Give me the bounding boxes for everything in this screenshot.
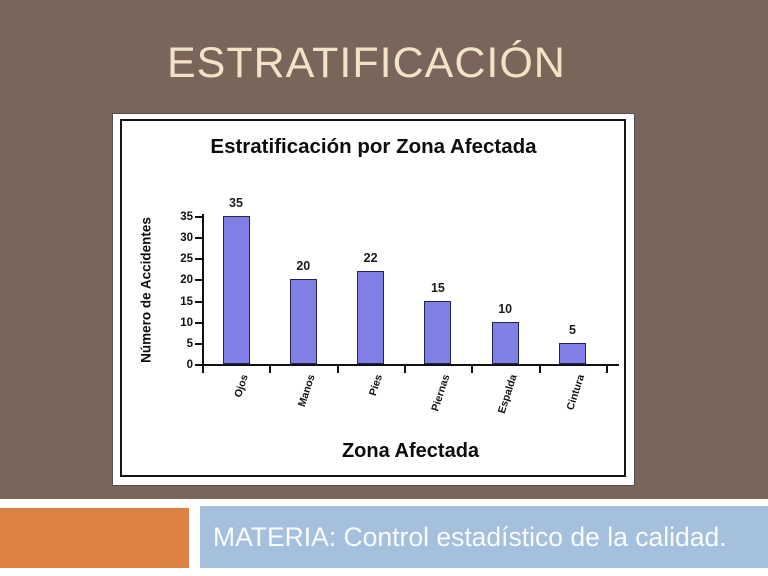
bar-manos [289,279,317,364]
y-tick-label: 5 [186,337,193,350]
footer-materia-text: MATERIA: Control estadístico de la calid… [213,521,727,552]
y-axis-tick [195,279,202,282]
bar-piernas [424,300,452,364]
x-axis-tick [269,365,272,373]
x-axis-tick [202,365,204,373]
y-axis-label: Número de Accidentes [138,217,154,363]
footer-orange-accent [0,508,189,568]
bar-value-label: 35 [229,195,243,210]
y-tick-label: 30 [180,232,193,245]
y-axis-tick [195,342,202,345]
bar-value-label: 5 [569,322,576,337]
category-label-manos: Manos [296,373,318,409]
slide-title: ESTRATIFICACIÓN [167,39,566,87]
footer-band: MATERIA: Control estadístico de la calid… [200,506,768,568]
y-axis-line [202,214,204,366]
y-tick-label: 25 [180,253,193,266]
bar-espalda [491,321,519,364]
y-tick-label: 0 [186,359,193,371]
y-axis-tick [195,215,202,218]
y-tick-label: 15 [180,295,193,308]
bar-cintura [559,342,586,364]
y-axis-tick [195,237,202,240]
x-axis-tick [605,365,608,373]
chart-image-panel: Estratificación por Zona Afectada Número… [112,113,635,486]
bar-ojos [222,215,250,364]
category-label-espalda: Espalda [495,373,520,416]
bar-value-label: 20 [296,259,311,274]
x-axis-tick [336,365,339,373]
bar-value-label: 10 [498,301,513,316]
x-axis-tick [471,365,474,373]
x-axis-tick [403,365,406,373]
y-axis-tick [195,300,202,303]
y-axis-tick [195,364,202,366]
bar-value-label: 15 [430,280,445,295]
y-axis-tick [195,258,202,261]
category-label-ojos: Ojos [231,373,251,399]
y-tick-label: 20 [180,274,193,287]
y-axis-tick [195,321,202,324]
chart-title: Estratificación por Zona Afectada [210,135,537,158]
x-axis-label: Zona Afectada [341,440,480,462]
category-label-cintura: Cintura [564,373,587,412]
category-label-piernas: Piernas [429,373,453,413]
bar-pies [357,270,385,364]
y-tick-label: 10 [180,316,193,329]
x-axis-tick [538,365,541,373]
y-tick-label: 35 [180,210,193,223]
category-label-pies: Pies [366,373,386,398]
bar-value-label: 22 [363,250,378,265]
x-axis-line [202,364,619,366]
